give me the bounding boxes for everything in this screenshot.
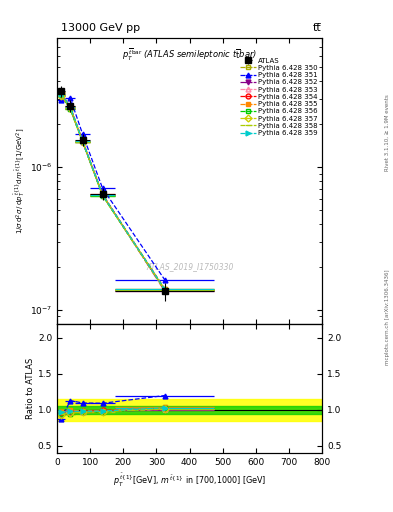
- Bar: [57, 407, 322, 414]
- Text: tt̅: tt̅: [313, 23, 321, 33]
- Text: 13000 GeV pp: 13000 GeV pp: [61, 23, 140, 33]
- Bar: [57, 399, 322, 421]
- Text: Rivet 3.1.10, ≥ 1.9M events: Rivet 3.1.10, ≥ 1.9M events: [385, 95, 389, 172]
- Text: mcplots.cern.ch [arXiv:1306.3436]: mcplots.cern.ch [arXiv:1306.3436]: [385, 270, 389, 365]
- Y-axis label: $1/\sigma\,\mathrm{d}^2\sigma\,/\,\mathrm{d}p_T^{\,\bar{t}\{1\}}\mathrm{d}m^{\,\: $1/\sigma\,\mathrm{d}^2\sigma\,/\,\mathr…: [12, 128, 27, 234]
- Text: ATLAS_2019_I1750330: ATLAS_2019_I1750330: [146, 262, 233, 271]
- Y-axis label: Ratio to ATLAS: Ratio to ATLAS: [26, 358, 35, 419]
- X-axis label: $p_T^{\,\bar{t}\{1\}}$[GeV], $m^{\,\bar{t}\{1\}}$ in [700,1000] [GeV]: $p_T^{\,\bar{t}\{1\}}$[GeV], $m^{\,\bar{…: [113, 471, 266, 488]
- Text: $p_T^{\,\overline{t}\mathrm{bar}}$ (ATLAS semileptonic t$\overline{\mathrm{t}}$b: $p_T^{\,\overline{t}\mathrm{bar}}$ (ATLA…: [122, 47, 257, 63]
- Legend: ATLAS, Pythia 6.428 350, Pythia 6.428 351, Pythia 6.428 352, Pythia 6.428 353, P: ATLAS, Pythia 6.428 350, Pythia 6.428 35…: [239, 56, 319, 137]
